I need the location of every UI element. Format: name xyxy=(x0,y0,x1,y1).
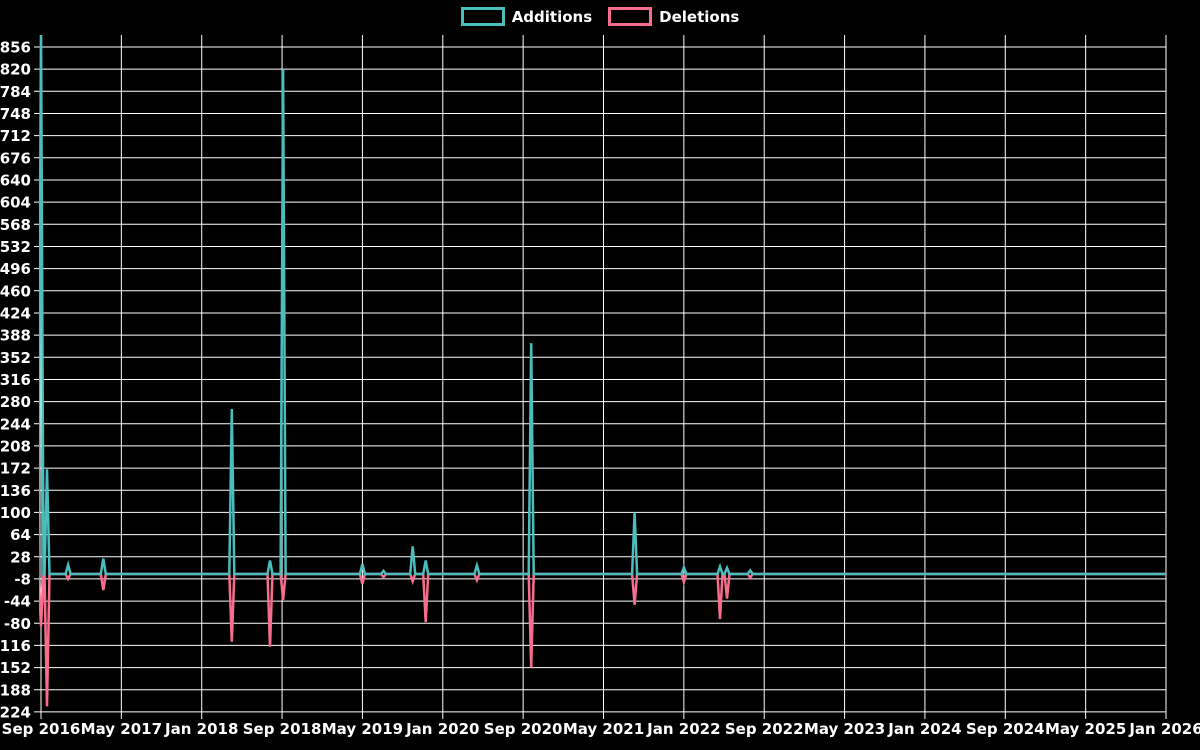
y-tick-label: 244 xyxy=(0,415,31,433)
y-tick-label: 496 xyxy=(0,260,31,278)
axis-labels: 856 820 784 748 712 676 640 604 568 532 496 460 424 3… xyxy=(0,38,1200,738)
x-tick-label: May 2017 xyxy=(81,720,162,738)
y-tick-label: 820 xyxy=(0,61,31,79)
additions-line xyxy=(39,35,1166,576)
y-tick-label: 388 xyxy=(0,327,31,345)
y-tick-label: -116 xyxy=(0,637,31,655)
y-tick-label: 424 xyxy=(0,304,31,322)
x-tick-label: Sep 2016 xyxy=(2,720,81,738)
y-tick-label: -8 xyxy=(14,570,31,588)
x-tick-label: May 2019 xyxy=(322,720,403,738)
y-tick-label: 28 xyxy=(10,548,31,566)
deletions-swatch-icon xyxy=(608,7,653,26)
legend-item-additions[interactable]: Additions xyxy=(460,7,593,26)
x-tick-label: Jan 2026 xyxy=(1128,720,1200,738)
legend-label-deletions: Deletions xyxy=(659,7,740,26)
y-tick-label: 568 xyxy=(0,216,31,234)
y-tick-label: 316 xyxy=(0,371,31,389)
y-tick-label: -44 xyxy=(4,593,31,611)
y-tick-label: 100 xyxy=(0,504,31,522)
y-tick-label: 172 xyxy=(0,460,31,478)
x-tick-label: May 2021 xyxy=(563,720,644,738)
y-tick-label: 712 xyxy=(0,127,31,145)
y-tick-label: 640 xyxy=(0,171,31,189)
y-tick-label: 676 xyxy=(0,149,31,167)
y-tick-label: 208 xyxy=(0,437,31,455)
x-tick-label: May 2025 xyxy=(1045,720,1126,738)
y-tick-label: -224 xyxy=(0,703,31,721)
gridlines xyxy=(34,35,1167,719)
x-tick-label: May 2023 xyxy=(804,720,885,738)
legend-label-additions: Additions xyxy=(511,7,593,26)
y-tick-label: 604 xyxy=(0,194,31,212)
y-tick-label: 748 xyxy=(0,105,31,123)
additions-swatch-icon xyxy=(460,7,505,26)
x-tick-label: Sep 2022 xyxy=(725,720,804,738)
y-tick-label: -152 xyxy=(0,659,31,677)
y-tick-label: 136 xyxy=(0,482,31,500)
legend-item-deletions[interactable]: Deletions xyxy=(608,7,739,26)
x-tick-label: Jan 2024 xyxy=(887,720,961,738)
y-tick-label: 280 xyxy=(0,393,31,411)
x-tick-label: Jan 2018 xyxy=(164,720,238,738)
chart-legend: Additions Deletions xyxy=(0,7,1200,26)
y-tick-label: -80 xyxy=(4,615,31,633)
y-tick-label: 460 xyxy=(0,282,31,300)
x-tick-label: Jan 2022 xyxy=(646,720,720,738)
y-tick-label: 64 xyxy=(10,526,31,544)
y-tick-label: 352 xyxy=(0,349,31,367)
x-tick-label: Sep 2024 xyxy=(966,720,1045,738)
y-tick-label: 784 xyxy=(0,83,31,101)
x-tick-label: Jan 2020 xyxy=(405,720,479,738)
x-tick-label: Sep 2020 xyxy=(484,720,563,738)
deletions-line xyxy=(39,572,1166,707)
x-tick-label: Sep 2018 xyxy=(243,720,322,738)
y-tick-label: -188 xyxy=(0,681,31,699)
y-tick-label: 856 xyxy=(0,38,31,56)
y-tick-label: 532 xyxy=(0,238,31,256)
